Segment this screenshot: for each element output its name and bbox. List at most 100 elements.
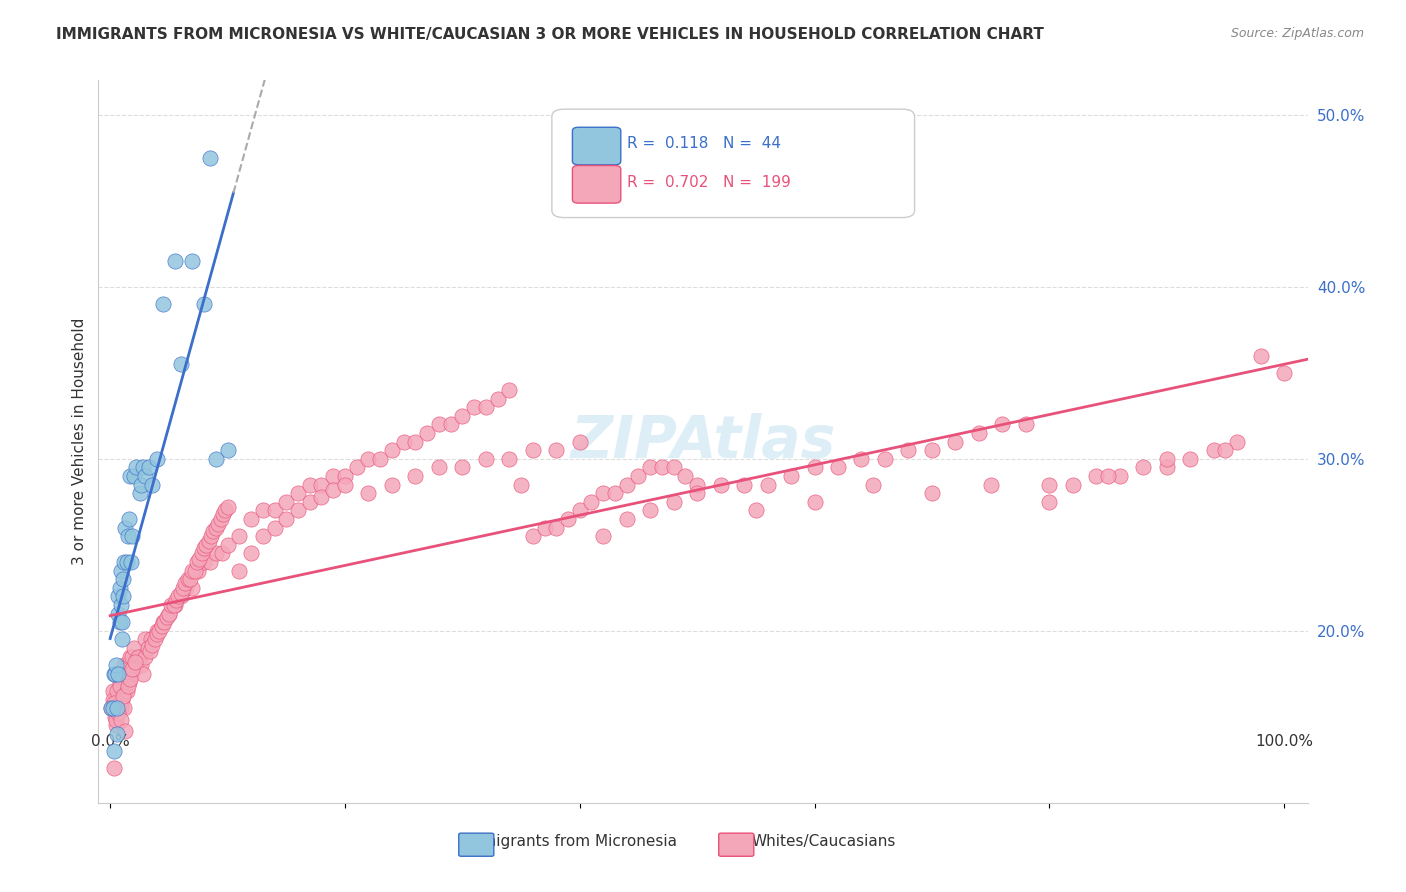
FancyBboxPatch shape <box>572 166 621 203</box>
Whites/Caucasians <box>1250 349 1272 363</box>
Whites/Caucasians <box>127 649 149 664</box>
Whites/Caucasians <box>120 666 142 681</box>
Whites/Caucasians <box>124 655 146 669</box>
Whites/Caucasians <box>357 451 380 466</box>
Whites/Caucasians <box>122 640 145 655</box>
Whites/Caucasians <box>1038 494 1060 508</box>
Whites/Caucasians <box>475 400 498 414</box>
Whites/Caucasians <box>167 590 190 604</box>
Whites/Caucasians <box>311 477 333 491</box>
Whites/Caucasians <box>112 689 135 703</box>
Whites/Caucasians <box>112 666 135 681</box>
Whites/Caucasians <box>322 469 344 483</box>
Whites/Caucasians <box>204 520 226 534</box>
Whites/Caucasians <box>146 627 169 641</box>
Immigrants from Micronesia <box>107 607 129 621</box>
Whites/Caucasians <box>311 490 333 504</box>
Immigrants from Micronesia <box>138 460 160 475</box>
Immigrants from Micronesia <box>125 460 148 475</box>
Whites/Caucasians <box>240 512 263 526</box>
Whites/Caucasians <box>616 512 638 526</box>
Whites/Caucasians <box>176 581 198 595</box>
Whites/Caucasians <box>1215 443 1237 458</box>
Whites/Caucasians <box>357 486 380 500</box>
Whites/Caucasians <box>475 451 498 466</box>
Whites/Caucasians <box>463 400 485 414</box>
Immigrants from Micronesia <box>141 477 163 491</box>
Immigrants from Micronesia <box>112 572 135 586</box>
Whites/Caucasians <box>172 581 194 595</box>
Whites/Caucasians <box>139 644 162 658</box>
Whites/Caucasians <box>322 483 344 497</box>
Whites/Caucasians <box>392 434 415 449</box>
Whites/Caucasians <box>212 507 235 521</box>
Whites/Caucasians <box>188 551 211 566</box>
Whites/Caucasians <box>207 517 229 532</box>
Whites/Caucasians <box>240 546 263 560</box>
Y-axis label: 3 or more Vehicles in Household: 3 or more Vehicles in Household <box>72 318 87 566</box>
Whites/Caucasians <box>1180 451 1202 466</box>
Whites/Caucasians <box>179 572 201 586</box>
Whites/Caucasians <box>155 610 177 624</box>
Whites/Caucasians <box>136 640 159 655</box>
Whites/Caucasians <box>101 692 124 706</box>
Whites/Caucasians <box>333 477 356 491</box>
Whites/Caucasians <box>211 546 233 560</box>
Immigrants from Micronesia <box>107 590 129 604</box>
Whites/Caucasians <box>451 409 474 423</box>
Whites/Caucasians <box>163 598 186 612</box>
Whites/Caucasians <box>991 417 1014 432</box>
Whites/Caucasians <box>150 618 173 632</box>
Whites/Caucasians <box>186 555 208 569</box>
Whites/Caucasians <box>214 503 236 517</box>
Whites/Caucasians <box>162 598 184 612</box>
Whites/Caucasians <box>105 713 128 727</box>
Whites/Caucasians <box>745 503 768 517</box>
Whites/Caucasians <box>121 662 143 676</box>
Immigrants from Micronesia <box>204 451 226 466</box>
Whites/Caucasians <box>346 460 368 475</box>
Immigrants from Micronesia <box>181 254 204 268</box>
Whites/Caucasians <box>522 529 544 543</box>
Whites/Caucasians <box>498 451 520 466</box>
Whites/Caucasians <box>146 624 169 638</box>
Whites/Caucasians <box>592 529 614 543</box>
Whites/Caucasians <box>603 486 626 500</box>
Whites/Caucasians <box>174 575 197 590</box>
Whites/Caucasians <box>111 692 134 706</box>
Whites/Caucasians <box>128 649 150 664</box>
Whites/Caucasians <box>117 679 139 693</box>
Text: ZIPAtlas: ZIPAtlas <box>571 413 835 470</box>
Whites/Caucasians <box>1062 477 1084 491</box>
Immigrants from Micronesia <box>105 658 128 673</box>
Whites/Caucasians <box>228 529 250 543</box>
Immigrants from Micronesia <box>105 701 128 715</box>
Whites/Caucasians <box>101 684 124 698</box>
Whites/Caucasians <box>104 696 127 710</box>
Whites/Caucasians <box>157 607 180 621</box>
Whites/Caucasians <box>427 460 450 475</box>
Whites/Caucasians <box>1202 443 1225 458</box>
Whites/Caucasians <box>873 451 896 466</box>
Immigrants from Micronesia <box>101 701 124 715</box>
Whites/Caucasians <box>686 486 709 500</box>
Whites/Caucasians <box>202 524 225 538</box>
Whites/Caucasians <box>120 666 142 681</box>
Whites/Caucasians <box>1097 469 1119 483</box>
Whites/Caucasians <box>217 538 239 552</box>
Immigrants from Micronesia <box>114 520 136 534</box>
Whites/Caucasians <box>110 713 132 727</box>
Whites/Caucasians <box>546 520 568 534</box>
Whites/Caucasians <box>108 675 131 690</box>
Whites/Caucasians <box>118 675 141 690</box>
Whites/Caucasians <box>263 503 285 517</box>
Whites/Caucasians <box>169 590 191 604</box>
Whites/Caucasians <box>134 632 156 647</box>
Whites/Caucasians <box>638 460 661 475</box>
Immigrants from Micronesia <box>111 615 134 630</box>
Whites/Caucasians <box>862 477 884 491</box>
FancyBboxPatch shape <box>718 833 754 856</box>
Whites/Caucasians <box>115 684 138 698</box>
Text: Source: ZipAtlas.com: Source: ZipAtlas.com <box>1230 27 1364 40</box>
Whites/Caucasians <box>195 538 218 552</box>
